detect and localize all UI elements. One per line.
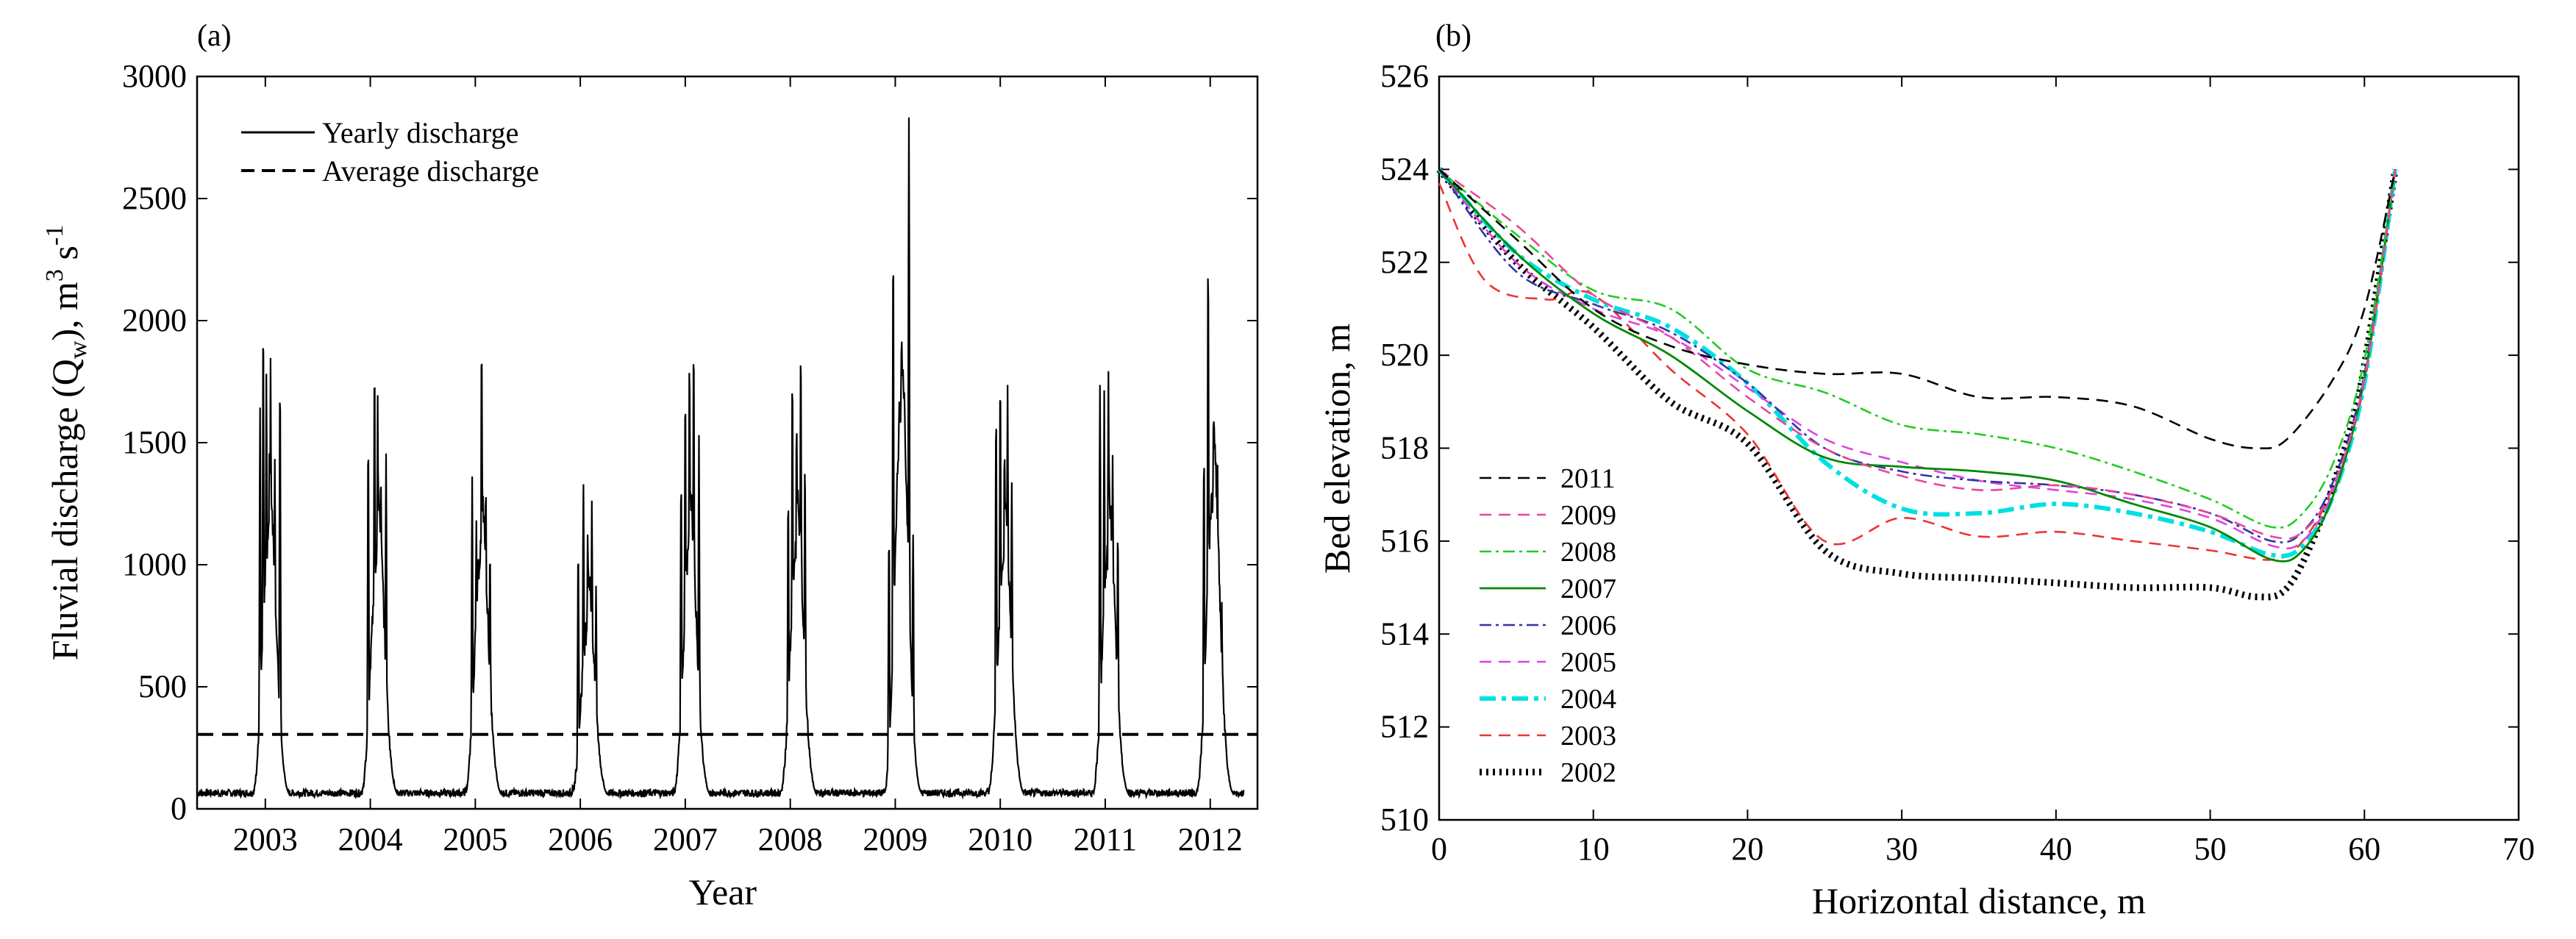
- legend-label-2004: 2004: [1560, 684, 1616, 715]
- panel-b-ytick-label: 512: [1380, 709, 1429, 745]
- panel-a-ytick-label: 0: [171, 790, 187, 826]
- legend-label-2007: 2007: [1560, 574, 1616, 604]
- panel-a-ytick-label: 1500: [122, 424, 187, 460]
- series-line-2008: [1438, 168, 2397, 529]
- panel-a-xtick-label: 2010: [968, 821, 1032, 857]
- panel-b-ytick-label: 516: [1380, 523, 1429, 559]
- legend-label-2008: 2008: [1560, 537, 1616, 568]
- panel-b-xtick-label: 10: [1577, 831, 1610, 867]
- panel-b-legend: 2011 2009 2008 2007 2006 2005 2004 2003 2002: [1480, 463, 1616, 788]
- panel-b-label: (b): [1435, 19, 1471, 53]
- panel-a-xtick-label: 2012: [1178, 821, 1243, 857]
- panel-a-ylabel-main: Fluvial discharge (Q: [44, 359, 85, 660]
- legend-label-2006: 2006: [1560, 610, 1616, 641]
- panel-a-xtick-label: 2006: [548, 821, 613, 857]
- legend-label-yearly: Yearly discharge: [322, 116, 518, 149]
- panel-a-ylabel-unit: s: [44, 246, 85, 269]
- panel-a-xlabel: Year: [689, 871, 757, 913]
- panel-b-ytick-label: 510: [1380, 801, 1429, 838]
- series-line-2011: [1438, 168, 2397, 450]
- panel-a-legend: Yearly discharge Average discharge: [241, 116, 539, 188]
- panel-a-ylabel-sub: w: [65, 340, 92, 359]
- panel-b-xtick-label: 60: [2348, 831, 2380, 867]
- panel-b-ytick-label: 520: [1380, 337, 1429, 373]
- panel-b-xlabel: Horizontal distance, m: [1812, 880, 2146, 921]
- panel-a: (a) 0 500 1000 1500 2000 2500 3000 2003 2004 2005…: [41, 19, 1259, 913]
- panel-a-ytick-label: 1000: [122, 546, 187, 582]
- panel-b-xtick-label: 70: [2502, 831, 2535, 867]
- series-line-2009: [1438, 168, 2397, 540]
- legend-label-2003: 2003: [1560, 721, 1616, 751]
- panel-a-xtick-label: 2009: [863, 821, 927, 857]
- panel-a-ylabel: Fluvial discharge (Qw), m3 s-1: [41, 225, 92, 661]
- series-line-2004: [1437, 168, 2398, 559]
- series-line-2007: [1438, 168, 2397, 563]
- panel-b-ytick-label: 526: [1380, 58, 1429, 94]
- panel-a-xtick-label: 2007: [653, 821, 718, 857]
- panel-b-xtick-label: 30: [1885, 831, 1918, 867]
- legend-label-average: Average discharge: [322, 154, 539, 188]
- panel-b-ytick-label: 514: [1380, 615, 1429, 651]
- panel-b-xtick-label: 40: [2040, 831, 2072, 867]
- panel-a-xtick-label: 2005: [443, 821, 507, 857]
- panel-a-xtick-label: 2004: [338, 821, 403, 857]
- panel-a-ytick-label: 2500: [122, 180, 187, 216]
- panel-a-ytick-label: 3000: [122, 58, 187, 94]
- panel-a-ylabel-sup2: -1: [41, 225, 68, 246]
- panel-a-xtick-label: 2011: [1074, 821, 1137, 857]
- legend-label-2011: 2011: [1560, 463, 1616, 494]
- panel-b-ylabel: Bed elevation, m: [1316, 324, 1357, 574]
- panel-a-ylabel-sup: 3: [41, 269, 68, 282]
- panel-a-ytick-label: 2000: [122, 302, 187, 338]
- panel-b: (b) 510 512 514 516 518 520 522 524 526 0 10 20 30 40…: [1316, 19, 2535, 921]
- legend-label-2002: 2002: [1560, 757, 1616, 788]
- panel-b-ytick-label: 524: [1380, 151, 1429, 187]
- panel-b-xtick-label: 20: [1731, 831, 1763, 867]
- panel-b-ytick-label: 518: [1380, 430, 1429, 466]
- series-line-2006: [1438, 168, 2397, 543]
- panel-a-xtick-label: 2003: [233, 821, 298, 857]
- panel-a-label: (a): [197, 19, 232, 53]
- panel-a-xtick-label: 2008: [758, 821, 823, 857]
- series-line-2005: [1438, 168, 2397, 550]
- panel-b-xtick-label: 0: [1431, 831, 1447, 867]
- panel-b-xtick-label: 50: [2194, 831, 2227, 867]
- panel-a-ytick-label: 500: [138, 668, 187, 704]
- legend-label-2005: 2005: [1560, 647, 1616, 678]
- panel-b-ytick-label: 522: [1380, 244, 1429, 280]
- panel-a-ylabel-close: ), m: [44, 282, 85, 341]
- series-yearly-discharge: [196, 117, 1245, 800]
- legend-label-2009: 2009: [1560, 500, 1616, 531]
